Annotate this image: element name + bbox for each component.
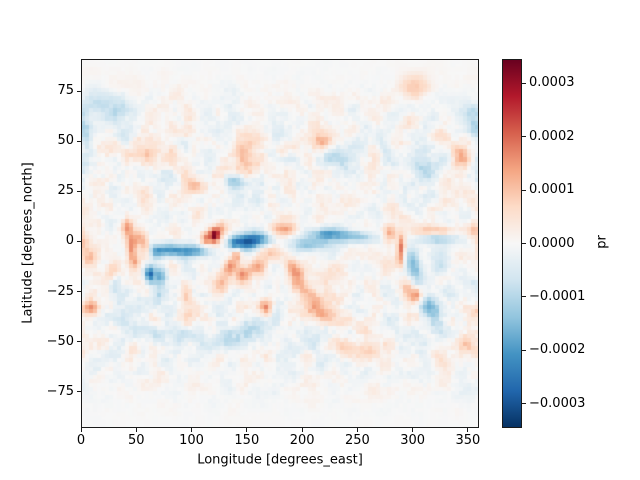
x-tick-label: 0: [76, 433, 86, 448]
colorbar-tick: [522, 296, 526, 298]
colorbar-tick: [522, 82, 526, 84]
y-tick-label: −75: [46, 383, 74, 399]
y-tick-label: 50: [57, 133, 74, 149]
colorbar-tick-label: 0.0000: [529, 235, 575, 251]
x-tick: [356, 428, 358, 432]
x-tick-label: 300: [400, 433, 426, 448]
x-tick: [246, 428, 248, 432]
y-tick-label: 75: [57, 83, 74, 99]
y-tick: [77, 190, 81, 192]
x-tick-label: 250: [344, 433, 370, 448]
x-tick-label: 150: [234, 433, 260, 448]
colorbar-tick-label: −0.0001: [529, 288, 586, 304]
colorbar: [502, 59, 522, 428]
x-tick: [80, 428, 82, 432]
x-tick-label: 350: [455, 433, 481, 448]
colorbar-tick: [522, 403, 526, 405]
x-axis-label: Longitude [degrees_east]: [197, 452, 363, 468]
y-tick-label: 25: [57, 183, 74, 199]
colorbar-tick: [522, 189, 526, 191]
colorbar-tick-label: −0.0002: [529, 342, 586, 358]
y-tick: [77, 291, 81, 293]
colorbar-tick: [522, 136, 526, 138]
colorbar-tick: [522, 349, 526, 351]
y-tick: [77, 391, 81, 393]
y-axis-label: Latitude [degrees_north]: [20, 162, 36, 324]
colorbar-tick-label: 0.0003: [529, 75, 575, 91]
y-tick-label: 0: [65, 233, 74, 249]
x-tick: [301, 428, 303, 432]
colorbar-label: pr: [594, 235, 610, 249]
y-tick-label: −50: [46, 333, 74, 349]
y-tick: [77, 90, 81, 92]
x-tick: [191, 428, 193, 432]
y-tick: [77, 341, 81, 343]
x-tick: [467, 428, 469, 432]
colorbar-tick-label: 0.0001: [529, 182, 575, 198]
colorbar-tick-label: 0.0002: [529, 128, 575, 144]
x-tick-label: 50: [127, 433, 145, 448]
colorbar-tick-label: −0.0003: [529, 395, 586, 411]
x-tick-label: 100: [179, 433, 204, 448]
y-tick: [77, 240, 81, 242]
x-tick: [412, 428, 414, 432]
heatmap-canvas: [81, 59, 479, 428]
x-tick: [135, 428, 137, 432]
x-tick-label: 200: [289, 433, 315, 448]
y-tick: [77, 140, 81, 142]
y-tick-label: −25: [46, 283, 74, 299]
colorbar-tick: [522, 243, 526, 244]
